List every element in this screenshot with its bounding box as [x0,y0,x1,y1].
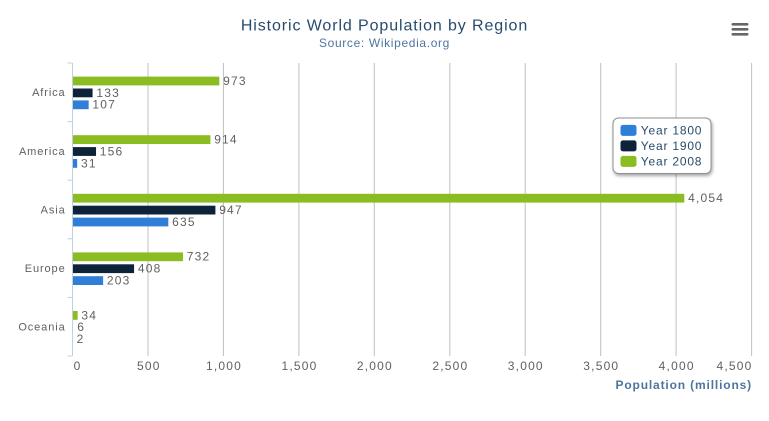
svg-text:914: 914 [214,133,238,147]
svg-text:Europe: Europe [25,263,66,275]
svg-text:3,500: 3,500 [583,359,619,373]
svg-text:0: 0 [74,359,82,373]
svg-text:4,500: 4,500 [716,359,752,373]
svg-text:Source: Wikipedia.org: Source: Wikipedia.org [319,36,450,50]
svg-text:1,500: 1,500 [281,359,317,373]
svg-text:3,000: 3,000 [508,359,544,373]
svg-text:408: 408 [138,262,162,276]
svg-text:133: 133 [96,86,120,100]
svg-text:156: 156 [100,144,124,158]
svg-text:732: 732 [187,250,211,264]
svg-text:973: 973 [223,74,247,88]
svg-text:Oceania: Oceania [18,322,65,334]
svg-text:107: 107 [92,98,116,112]
svg-text:Africa: Africa [32,87,66,99]
svg-text:1,000: 1,000 [206,359,242,373]
svg-text:4,054: 4,054 [688,191,724,205]
svg-text:Year 2008: Year 2008 [641,155,702,169]
svg-text:America: America [19,146,66,158]
svg-text:Population (millions): Population (millions) [615,378,752,392]
svg-text:4,000: 4,000 [659,359,695,373]
svg-text:2,500: 2,500 [432,359,468,373]
svg-text:Year 1900: Year 1900 [641,139,702,153]
svg-text:6: 6 [77,320,85,334]
svg-text:947: 947 [219,203,243,217]
svg-text:635: 635 [172,215,196,229]
svg-text:2,000: 2,000 [357,359,393,373]
svg-text:2: 2 [77,332,85,346]
svg-text:34: 34 [81,308,97,322]
svg-text:Historic World Population by R: Historic World Population by Region [241,18,528,35]
svg-text:Year 1800: Year 1800 [641,124,702,138]
svg-text:31: 31 [81,156,97,170]
svg-text:Asia: Asia [41,204,66,216]
svg-text:203: 203 [107,274,131,288]
svg-text:500: 500 [137,359,161,373]
